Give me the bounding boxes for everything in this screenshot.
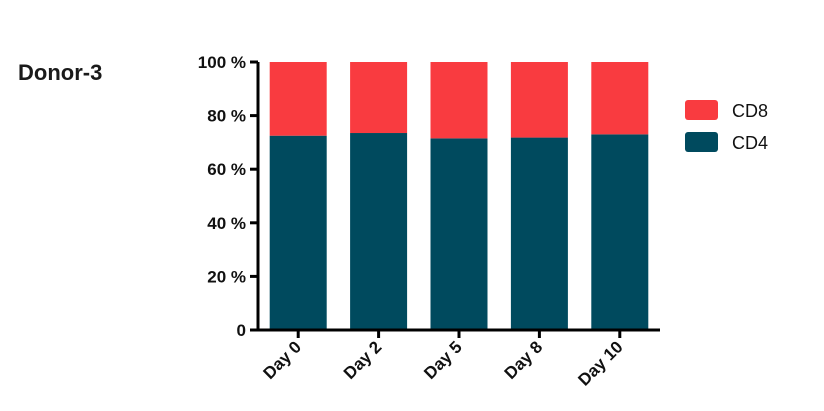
legend-label-cd8: CD8 — [732, 101, 768, 121]
y-tick-label: 20 % — [207, 267, 246, 286]
legend-swatch-cd4 — [685, 132, 718, 152]
y-tick-label: 100 % — [198, 53, 246, 72]
panel-label: Donor-3 — [18, 60, 103, 85]
x-tick-label: Day 2 — [340, 337, 386, 383]
y-tick-label: 60 % — [207, 160, 246, 179]
y-tick-label: 40 % — [207, 214, 246, 233]
bar-cd8-day-10 — [591, 62, 649, 135]
bar-cd8-day-0 — [269, 62, 327, 136]
x-tick-label: Day 8 — [501, 337, 547, 383]
x-tick-label: Day 10 — [574, 337, 626, 389]
x-tick-label: Day 5 — [420, 337, 466, 383]
bar-cd8-day-8 — [510, 62, 568, 138]
bar-cd4-day-0 — [269, 135, 327, 330]
x-tick-label: Day 0 — [260, 337, 306, 383]
bar-cd8-day-2 — [350, 62, 408, 134]
bar-cd4-day-10 — [591, 134, 649, 330]
legend-swatch-cd8 — [685, 100, 718, 120]
bar-cd8-day-5 — [430, 62, 488, 139]
bar-cd4-day-5 — [430, 138, 488, 330]
bar-cd4-day-2 — [350, 133, 408, 330]
y-tick-label: 0 — [237, 321, 246, 340]
legend-label-cd4: CD4 — [732, 133, 768, 153]
bar-cd4-day-8 — [510, 137, 568, 330]
y-tick-label: 80 % — [207, 107, 246, 126]
